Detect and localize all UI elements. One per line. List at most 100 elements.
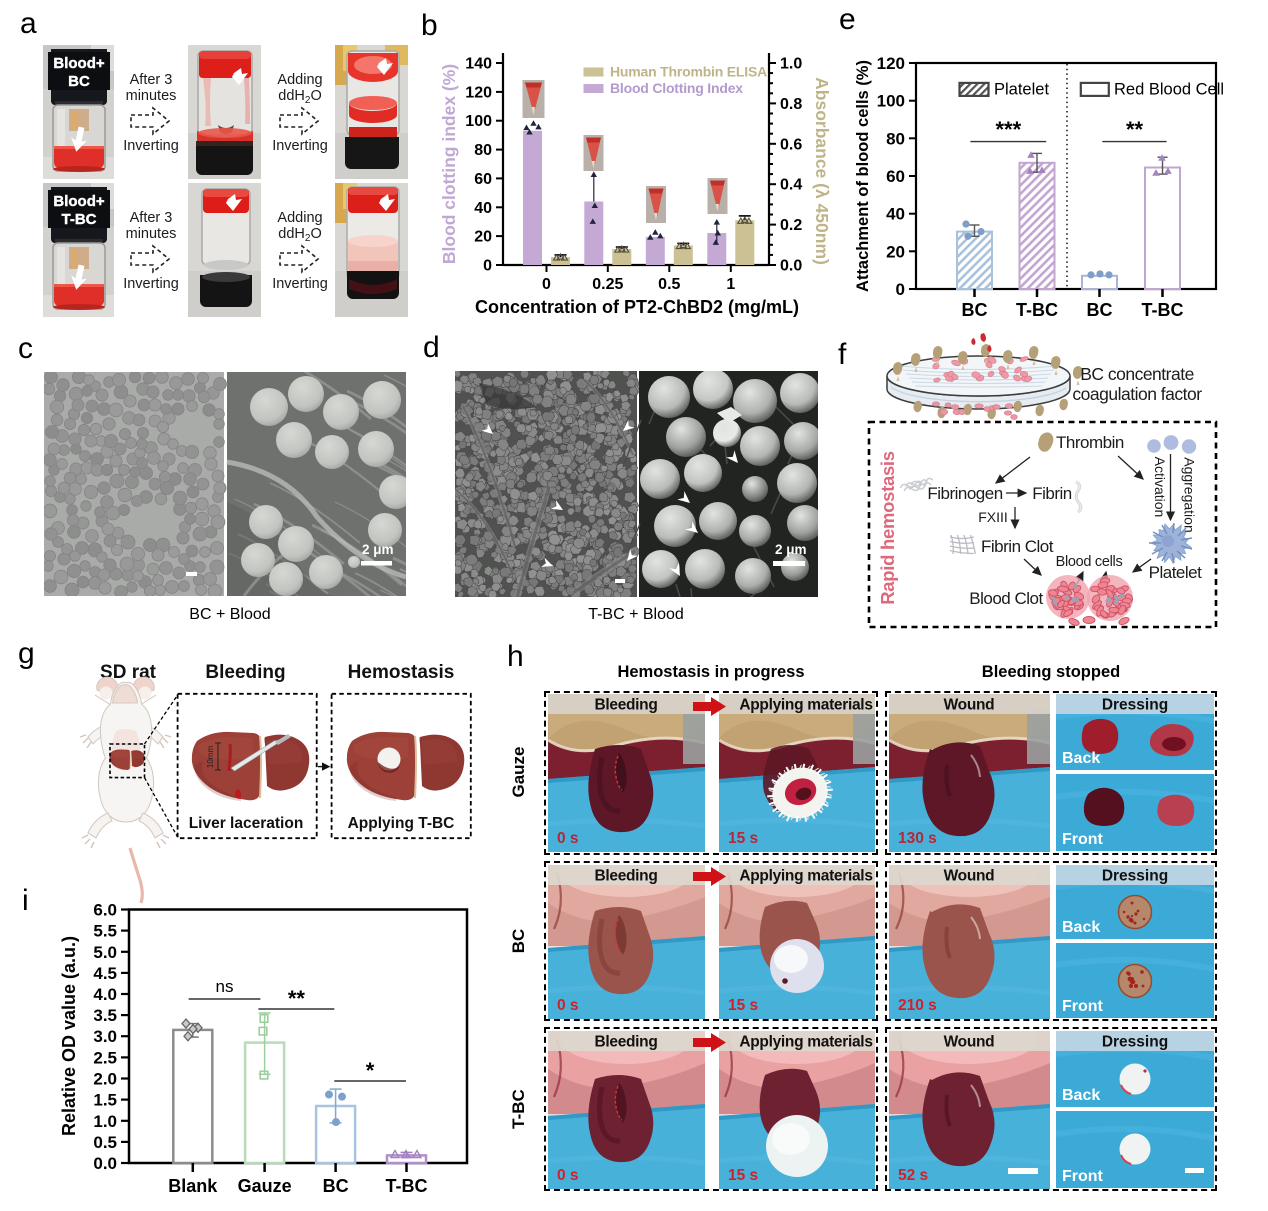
svg-text:Inverting: Inverting [272, 138, 328, 154]
svg-text:60: 60 [886, 167, 905, 186]
svg-text:Platelet: Platelet [994, 81, 1049, 99]
svg-text:0: 0 [483, 258, 492, 275]
svg-text:T-BC: T-BC [1016, 300, 1058, 320]
svg-text:Applying T-BC: Applying T-BC [348, 815, 455, 832]
svg-text:Dressing: Dressing [1102, 867, 1168, 884]
svg-text:Gauze: Gauze [238, 1176, 292, 1196]
svg-text:40: 40 [886, 205, 905, 224]
svg-text:80: 80 [886, 129, 905, 148]
svg-text:Bleeding: Bleeding [594, 867, 657, 884]
svg-text:100: 100 [877, 92, 905, 111]
svg-text:Back: Back [1062, 750, 1100, 767]
svg-text:4.0: 4.0 [93, 985, 117, 1004]
svg-text:5.0: 5.0 [93, 943, 117, 962]
svg-text:**: ** [288, 986, 306, 1011]
svg-text:Blood clotting index (%): Blood clotting index (%) [439, 64, 459, 264]
svg-text:Aggregation: Aggregation [1182, 457, 1198, 533]
svg-text:0.2: 0.2 [780, 217, 802, 234]
svg-text:Adding: Adding [277, 210, 322, 226]
svg-text:Back: Back [1062, 919, 1100, 936]
svg-text:coagulation factor: coagulation factor [1072, 384, 1202, 404]
svg-text:130 s: 130 s [898, 830, 937, 847]
svg-text:0.0: 0.0 [780, 258, 802, 275]
svg-text:After 3: After 3 [130, 210, 173, 226]
svg-text:0.25: 0.25 [592, 276, 623, 293]
svg-text:Blood Clot: Blood Clot [969, 589, 1043, 608]
svg-text:140: 140 [465, 56, 492, 73]
svg-text:120: 120 [877, 54, 905, 73]
svg-text:1.5: 1.5 [93, 1091, 117, 1110]
svg-text:Back: Back [1062, 1087, 1100, 1104]
svg-text:Blood+: Blood+ [53, 55, 104, 72]
svg-text:Platelet: Platelet [1149, 563, 1202, 582]
svg-text:5.5: 5.5 [93, 922, 117, 941]
svg-text:6.0: 6.0 [93, 901, 117, 920]
svg-text:Applying materials: Applying materials [739, 697, 872, 714]
svg-text:Bleeding: Bleeding [205, 662, 285, 683]
svg-text:Red Blood Cell: Red Blood Cell [1114, 81, 1224, 99]
svg-text:2.0: 2.0 [93, 1070, 117, 1089]
svg-text:T-BC: T-BC [62, 211, 97, 228]
svg-text:Activation: Activation [1152, 457, 1168, 518]
svg-text:Dressing: Dressing [1102, 1033, 1168, 1050]
svg-text:2 μm: 2 μm [775, 542, 807, 557]
svg-text:0.8: 0.8 [780, 96, 802, 113]
svg-text:After 3: After 3 [130, 72, 173, 88]
svg-text:0: 0 [542, 276, 551, 293]
svg-text:10mm: 10mm [206, 746, 215, 769]
svg-text:T-BC: T-BC [1142, 300, 1184, 320]
svg-text:0 s: 0 s [557, 830, 579, 847]
svg-text:Thrombin: Thrombin [1056, 433, 1124, 452]
svg-text:BC concentrate: BC concentrate [1080, 364, 1194, 384]
svg-text:Front: Front [1062, 998, 1104, 1015]
svg-text:Bleeding: Bleeding [594, 697, 657, 714]
svg-text:Wound: Wound [943, 1033, 994, 1050]
svg-text:BC: BC [68, 73, 90, 90]
svg-text:210 s: 210 s [898, 997, 937, 1014]
svg-text:0.6: 0.6 [780, 136, 802, 153]
svg-text:0.0: 0.0 [93, 1154, 117, 1173]
svg-text:Fibrinogen: Fibrinogen [927, 484, 1002, 503]
svg-text:Fibrin: Fibrin [1032, 484, 1072, 503]
svg-text:FXIII: FXIII [978, 509, 1008, 525]
svg-text:Blood cells: Blood cells [1056, 554, 1123, 570]
svg-text:1.0: 1.0 [780, 56, 802, 73]
svg-text:0.5: 0.5 [93, 1133, 117, 1152]
svg-text:0.4: 0.4 [780, 177, 802, 194]
svg-text:Relative OD value (a.u.): Relative OD value (a.u.) [60, 936, 79, 1136]
svg-text:Applying materials: Applying materials [739, 1033, 872, 1050]
svg-text:0.5: 0.5 [658, 276, 680, 293]
svg-text:4.5: 4.5 [93, 964, 117, 983]
svg-text:Applying materials: Applying materials [739, 867, 872, 884]
svg-text:3.5: 3.5 [93, 1006, 117, 1025]
svg-text:Dressing: Dressing [1102, 697, 1168, 714]
svg-text:Attachment of blood cells (%): Attachment of blood cells (%) [854, 60, 872, 292]
svg-text:0 s: 0 s [557, 1167, 579, 1184]
svg-text:120: 120 [465, 84, 492, 101]
svg-text:Human Thrombin ELISA: Human Thrombin ELISA [610, 64, 767, 80]
svg-text:Blank: Blank [168, 1176, 218, 1196]
svg-text:2.5: 2.5 [93, 1048, 117, 1067]
svg-text:Hemostasis: Hemostasis [348, 662, 455, 683]
svg-text:Inverting: Inverting [272, 276, 328, 292]
svg-text:Blood+: Blood+ [53, 193, 104, 210]
svg-text:ns: ns [216, 977, 234, 996]
svg-text:Fibrin Clot: Fibrin Clot [981, 537, 1054, 556]
svg-text:minutes: minutes [126, 226, 177, 242]
svg-text:Blood Clotting Index: Blood Clotting Index [610, 80, 743, 96]
svg-text:minutes: minutes [126, 88, 177, 104]
svg-text:*: * [366, 1058, 375, 1083]
svg-text:Adding: Adding [277, 72, 322, 88]
svg-text:20: 20 [886, 242, 905, 261]
svg-text:Rapid hemostasis: Rapid hemostasis [877, 451, 898, 605]
svg-text:Liver laceration: Liver laceration [189, 815, 304, 832]
svg-text:0 s: 0 s [557, 997, 579, 1014]
svg-text:3.0: 3.0 [93, 1027, 117, 1046]
svg-text:Wound: Wound [943, 697, 994, 714]
svg-text:***: *** [995, 117, 1021, 142]
svg-text:Inverting: Inverting [123, 138, 179, 154]
svg-text:Front: Front [1062, 1168, 1104, 1185]
svg-text:Bleeding: Bleeding [594, 1033, 657, 1050]
svg-text:**: ** [1126, 117, 1144, 142]
svg-text:52 s: 52 s [898, 1167, 928, 1184]
